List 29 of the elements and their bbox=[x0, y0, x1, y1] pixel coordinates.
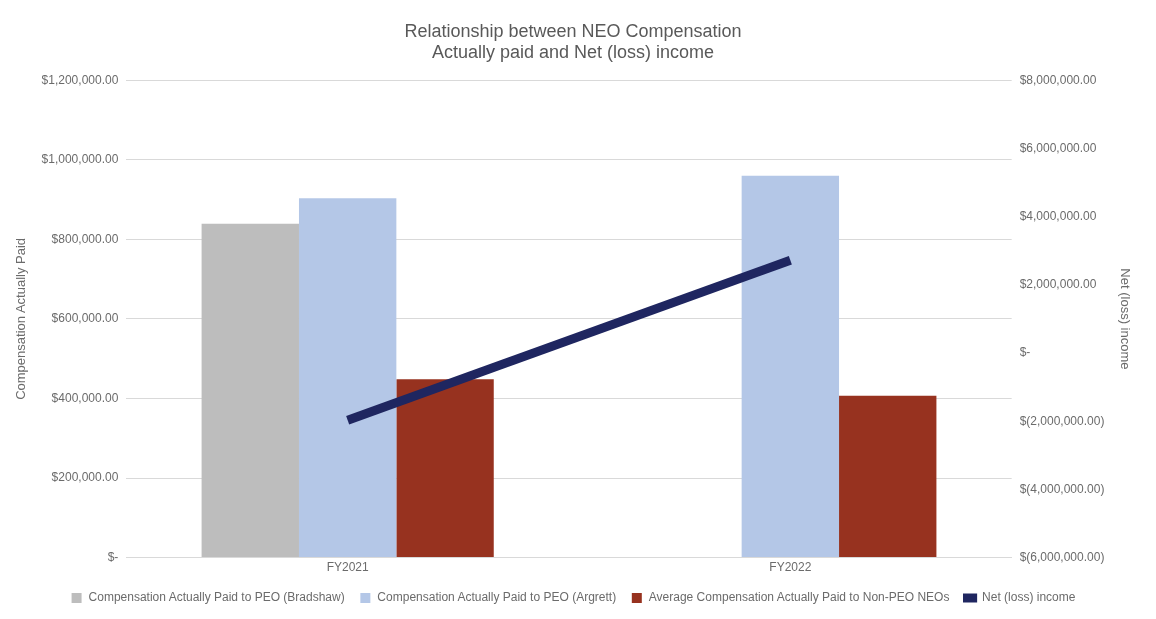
y-axis-title: Compensation Actually Paid bbox=[13, 237, 29, 400]
legend-label: Compensation Actually Paid to PEO (Bradshaw) bbox=[88, 590, 345, 605]
y2-tick-label: $(2,000,000.00) bbox=[1019, 413, 1105, 428]
bar bbox=[839, 395, 937, 558]
y-tick-label: $- bbox=[107, 549, 119, 564]
y2-tick-label: $(6,000,000.00) bbox=[1019, 549, 1105, 564]
legend-label: Net (loss) income bbox=[982, 590, 1076, 605]
chart-title: Relationship between NEO Compensation Actually paid and Net (loss) income bbox=[404, 20, 742, 63]
bar bbox=[741, 175, 840, 558]
y2-tick-label: $4,000,000.00 bbox=[1019, 208, 1097, 223]
y2-tick-label: $(4,000,000.00) bbox=[1019, 481, 1105, 496]
y-tick-label: $800,000.00 bbox=[51, 231, 119, 246]
y2-tick-label: $2,000,000.00 bbox=[1019, 277, 1097, 292]
x-tick-label: FY2022 bbox=[769, 560, 812, 575]
bar bbox=[298, 198, 397, 558]
y2-axis-title: Net (loss) income bbox=[1117, 268, 1133, 370]
bar bbox=[396, 379, 494, 558]
x-tick-label: FY2021 bbox=[326, 560, 370, 575]
y-tick-label: $400,000.00 bbox=[51, 390, 119, 405]
y-tick-label: $1,200,000.00 bbox=[41, 72, 119, 87]
y-tick-label: $600,000.00 bbox=[51, 311, 119, 326]
legend-label: Average Compensation Actually Paid to Non-PEO NEOs bbox=[648, 590, 950, 605]
y-tick-label: $1,000,000.00 bbox=[41, 152, 119, 167]
legend-label: Compensation Actually Paid to PEO (Argrett) bbox=[377, 590, 617, 605]
y2-tick-label: $6,000,000.00 bbox=[1019, 140, 1097, 155]
bar bbox=[201, 223, 299, 558]
y-tick-label: $200,000.00 bbox=[51, 470, 119, 485]
y2-tick-label: $- bbox=[1019, 345, 1031, 360]
y2-tick-label: $8,000,000.00 bbox=[1019, 72, 1097, 87]
